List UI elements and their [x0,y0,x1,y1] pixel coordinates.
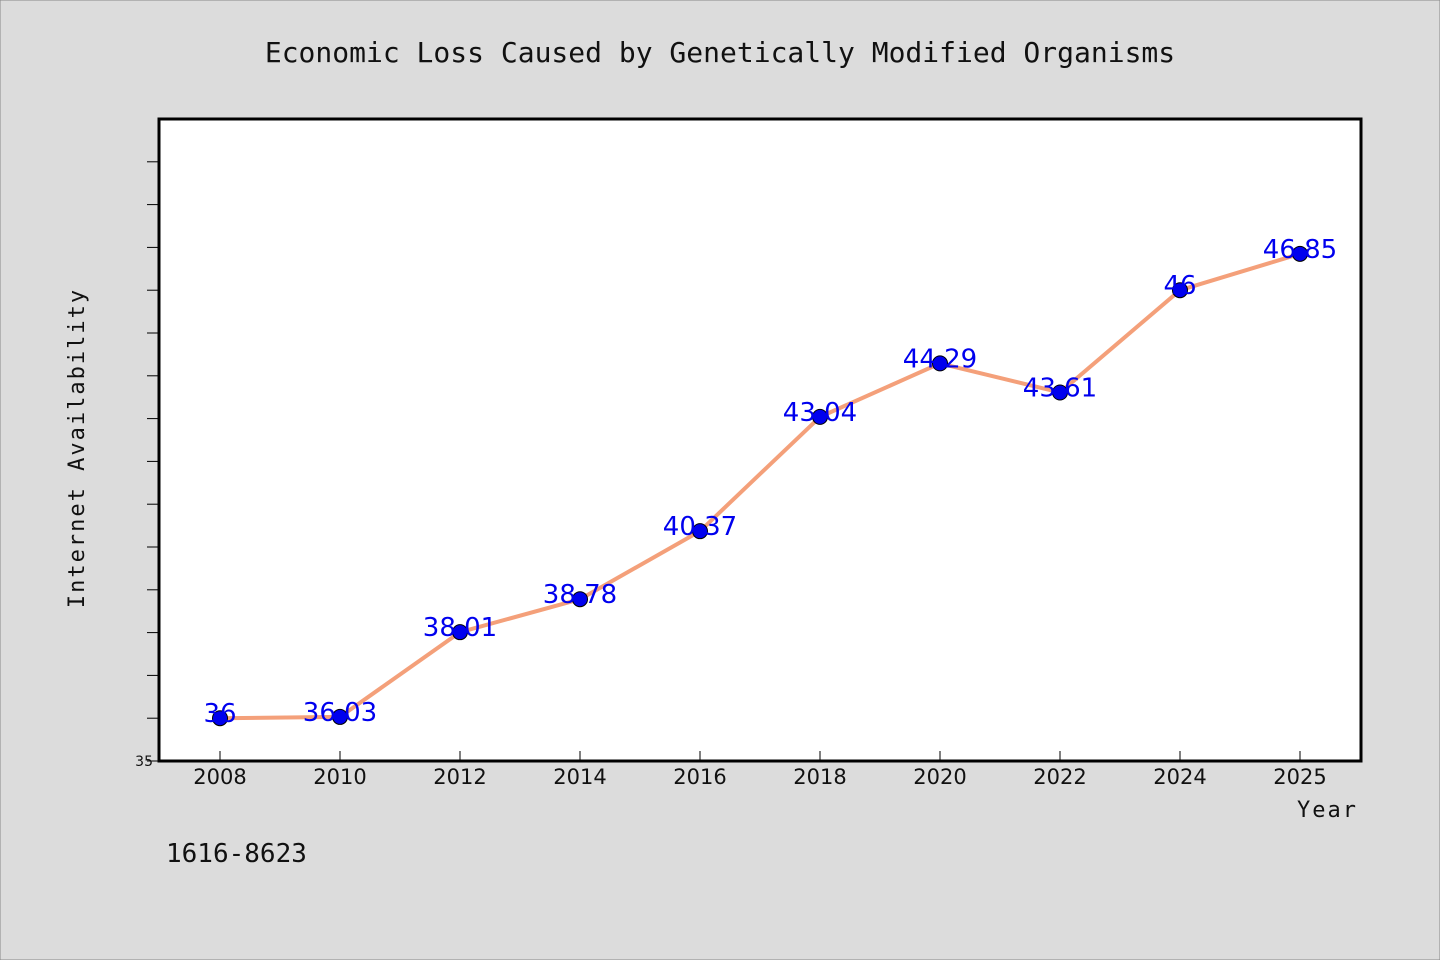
data-point [572,591,588,608]
y-axis-ticks [147,161,159,762]
footer-code: 1616-8623 [166,839,307,869]
x-tick-label: 2024 [1153,765,1206,789]
y-axis-label: Internet Availability [65,288,90,608]
data-label: 36.03 [303,698,377,728]
plot-frame [157,117,1363,763]
data-label: 40.37 [663,512,737,542]
x-tick-label: 2012 [433,765,486,789]
data-labels: 36 36.03 38.01 38.78 40.37 43.04 44.29 43.61 46 4… [203,235,1337,729]
data-label: 38.78 [543,580,617,610]
y-tick-label: 35 [135,754,153,770]
x-tick-label: 2016 [673,765,726,789]
data-label: 38.01 [423,613,497,643]
data-point [692,523,708,540]
chart-title: Economic Loss Caused by Genetically Modi… [265,36,1175,69]
data-label: 43.61 [1023,373,1097,403]
x-tick-label: 2014 [553,765,606,789]
x-axis-label: Year [1297,798,1358,823]
data-point [932,355,948,372]
data-point [212,710,228,727]
data-label: 36 [203,699,236,729]
series-line [218,251,1302,721]
data-point [1292,245,1308,262]
x-tick-label: 2025 [1273,765,1326,789]
data-point [1052,384,1068,401]
plot-area [159,119,1361,761]
x-tick-label: 2008 [193,765,246,789]
x-tick-label: 2020 [913,765,966,789]
x-axis-ticks: 2008 2010 2012 2014 2016 2018 2020 2022 2024 2025 [193,751,1327,789]
data-label: 43.04 [783,398,857,428]
data-label: 44.29 [903,344,977,374]
x-tick-label: 2018 [793,765,846,789]
data-label: 46 [1163,271,1196,301]
x-tick-label: 2022 [1033,765,1086,789]
data-label: 46.85 [1263,235,1337,265]
series-markers [212,245,1308,727]
data-point [1172,282,1188,299]
data-point [812,408,828,425]
data-point [332,708,348,725]
data-point [452,624,468,641]
x-tick-label: 2010 [313,765,366,789]
